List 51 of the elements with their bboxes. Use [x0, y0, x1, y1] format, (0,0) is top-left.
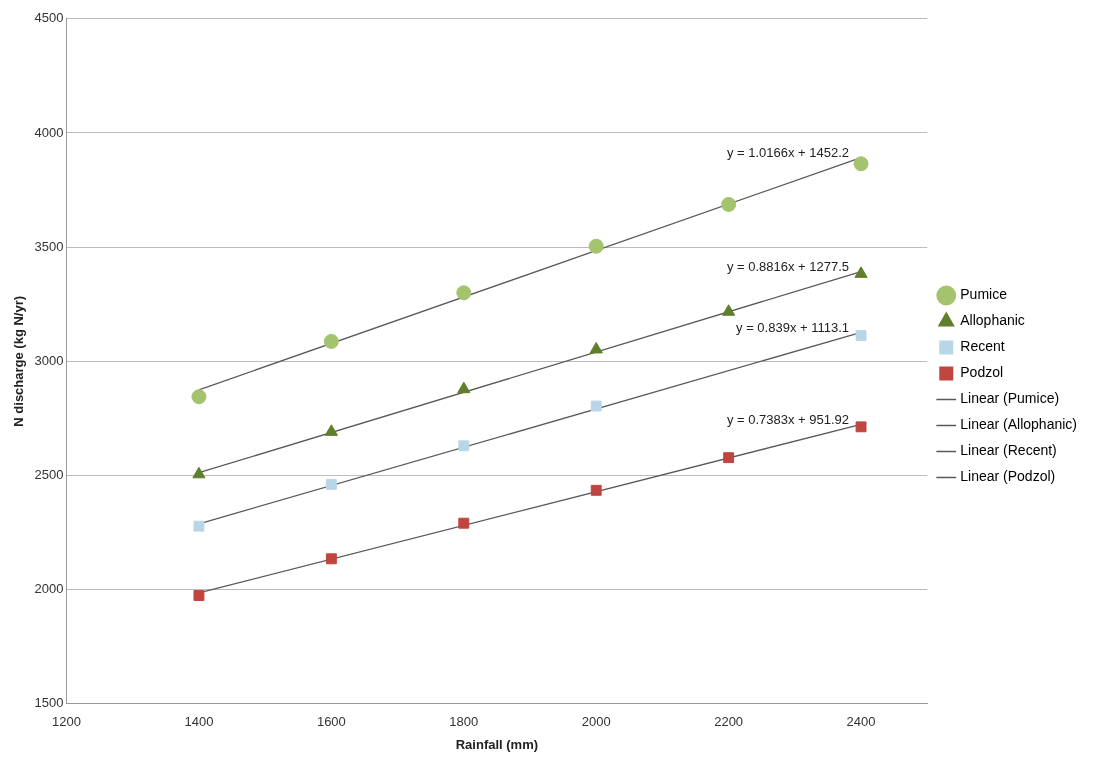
point: [191, 389, 207, 405]
x-tick-label: 2400: [846, 714, 876, 730]
point: [590, 400, 602, 412]
point: [855, 421, 867, 433]
legend-label: Linear (Allophanic): [960, 416, 1077, 433]
point: [192, 466, 206, 479]
y-axis-title: N discharge (kg N/yr): [11, 295, 27, 427]
annotation: y = 0.839x + 1113.1: [736, 319, 850, 335]
legend-label: Pumice: [960, 286, 1008, 303]
x-tick-label: 2200: [714, 714, 744, 730]
y-tick-label: 4500: [34, 10, 64, 26]
legend-label: Linear (Recent): [960, 442, 1057, 459]
point: [325, 553, 337, 565]
point: [722, 304, 736, 316]
y-tick-label: 3000: [34, 352, 64, 368]
point: [324, 424, 338, 436]
y-tick-label: 3500: [34, 238, 64, 254]
point: [458, 517, 470, 529]
point: [853, 156, 869, 172]
point: [323, 333, 339, 349]
x-axis-title: Rainfall (mm): [455, 736, 539, 752]
point: [457, 381, 471, 394]
x-tick-label: 1400: [184, 714, 214, 730]
x-tick-label: 2000: [581, 714, 611, 730]
point: [456, 285, 472, 301]
point: [855, 330, 867, 341]
y-tick-label: 2000: [34, 581, 64, 597]
point: [193, 590, 205, 602]
annotation: y = 0.7383x + 951.92: [726, 411, 850, 427]
y-tick-label: 4000: [34, 124, 64, 140]
legend-label: Linear (Podzol): [960, 468, 1056, 485]
point: [588, 238, 604, 254]
point: [589, 341, 603, 354]
point: [325, 478, 337, 490]
legend-label: Podzol: [960, 364, 1004, 381]
point: [193, 520, 205, 532]
x-tick-label: 1600: [316, 714, 346, 730]
point: [590, 484, 602, 496]
y-tick-label: 2500: [34, 467, 64, 483]
annotation: y = 1.0166x + 1452.2: [726, 145, 850, 161]
annotation: y = 0.8816x + 1277.5: [726, 259, 850, 275]
point: [458, 440, 470, 452]
point: [854, 266, 868, 278]
x-tick-label: 1800: [449, 714, 479, 730]
legend-label: Allophanic: [960, 312, 1025, 329]
legend-label: Recent: [960, 338, 1005, 355]
point: [721, 196, 737, 212]
x-tick-label: 1200: [52, 714, 81, 730]
legend-label: Linear (Pumice): [960, 390, 1060, 407]
y-tick-label: 1500: [34, 695, 64, 711]
point: [723, 452, 735, 464]
